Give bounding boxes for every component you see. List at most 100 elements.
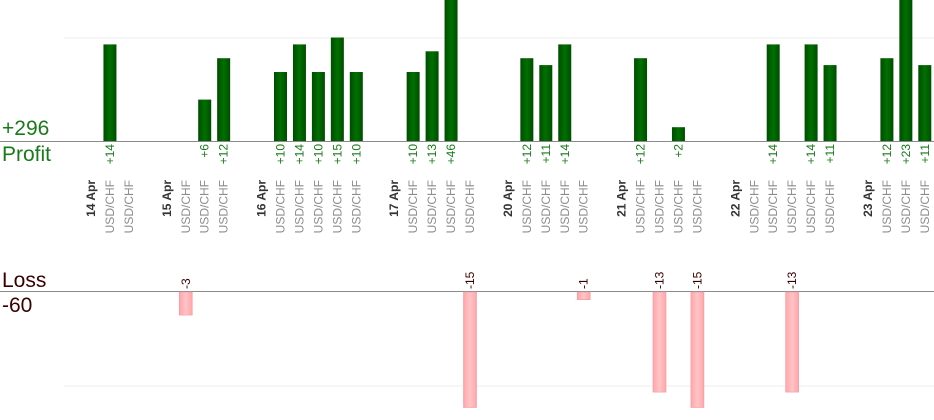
profit-value-label: +15	[330, 144, 344, 165]
pair-label: USD/CHF	[634, 180, 648, 233]
profit-value-label: +11	[823, 144, 837, 164]
date-label: 15 Apr	[160, 180, 174, 217]
date-label: 21 Apr	[615, 180, 629, 217]
pair-label: USD/CHF	[311, 180, 325, 233]
profit-bar	[880, 58, 894, 142]
pair-label: USD/CHF	[577, 180, 591, 233]
profit-bar	[899, 0, 913, 141]
pair-label: USD/CHF	[653, 180, 667, 233]
pair-label: USD/CHF	[292, 180, 306, 233]
profit-bar	[671, 127, 685, 141]
profit-total: +296	[2, 117, 50, 140]
profit-bar	[425, 51, 439, 141]
profit-bar	[634, 58, 648, 142]
loss-value-label: -13	[653, 271, 667, 289]
profit-value-label: +2	[671, 144, 685, 158]
profit-bar	[330, 37, 344, 141]
profit-bar	[444, 0, 458, 141]
profit-value-label: +10	[349, 144, 363, 165]
loss-label: Loss	[2, 269, 47, 292]
pair-label: USD/CHF	[520, 180, 534, 233]
profit-bar	[406, 72, 420, 141]
pair-label: USD/CHF	[444, 180, 458, 233]
bar-layer	[103, 0, 932, 408]
date-label: 20 Apr	[501, 180, 515, 217]
pair-label: USD/CHF	[425, 180, 439, 233]
profit-bar	[823, 65, 837, 141]
profit-value-label: +12	[880, 144, 894, 165]
pair-label: USD/CHF	[785, 180, 799, 233]
pair-label: USD/CHF	[349, 180, 363, 233]
profit-bar	[918, 65, 932, 141]
profit-value-label: +23	[899, 144, 913, 165]
pair-label: USD/CHF	[804, 180, 818, 233]
loss-bar	[652, 291, 667, 393]
profit-value-label: +12	[217, 144, 231, 165]
profit-value-label: +10	[311, 144, 325, 165]
pair-label: USD/CHF	[766, 180, 780, 233]
profit-value-label: +12	[520, 144, 534, 165]
loss-value-label: -13	[785, 271, 799, 289]
pair-label: USD/CHF	[880, 180, 894, 233]
pair-label: USD/CHF	[899, 180, 913, 233]
profit-bar	[103, 44, 117, 141]
loss-value-label: -1	[577, 278, 591, 289]
profit-bar	[558, 44, 572, 141]
pair-label: USD/CHF	[274, 180, 288, 233]
pair-label: USD/CHF	[823, 180, 837, 233]
profit-value-label: +11	[539, 144, 553, 164]
date-label: 14 Apr	[84, 180, 98, 217]
pair-label: USD/CHF	[671, 180, 685, 233]
pair-label: USD/CHF	[330, 180, 344, 233]
date-label: 23 Apr	[861, 180, 875, 217]
profit-value-label: +10	[406, 144, 420, 165]
pair-label: USD/CHF	[558, 180, 572, 233]
profit-value-label: +14	[804, 144, 818, 165]
profit-label: Profit	[2, 143, 52, 166]
loss-bar	[463, 291, 477, 408]
profit-value-label: +14	[558, 144, 572, 165]
pair-label: USD/CHF	[198, 180, 212, 233]
pair-label: USD/CHF	[217, 180, 231, 233]
loss-bar	[576, 291, 591, 300]
profit-value-label: +11	[918, 144, 932, 164]
profit-bar	[198, 99, 212, 141]
pair-label: USD/CHF	[690, 180, 704, 233]
profit-bar	[804, 44, 818, 141]
label-layer: 14 Apr USD/CHF +14 USD/CHF 15 Apr USD/CHF -3 US…	[84, 144, 932, 289]
profit-bar	[539, 65, 553, 141]
date-label: 17 Apr	[387, 180, 401, 217]
profit-bar	[274, 72, 287, 141]
profit-bar	[311, 72, 325, 141]
date-label: 22 Apr	[728, 180, 742, 217]
date-label: 16 Apr	[255, 180, 269, 217]
loss-total: -60	[2, 294, 33, 317]
loss-bar	[785, 291, 799, 393]
profit-bar	[217, 58, 231, 142]
loss-bar	[178, 291, 193, 316]
profit-bar	[766, 44, 780, 141]
pair-label: USD/CHF	[918, 180, 932, 233]
profit-value-label: +12	[634, 144, 648, 165]
profit-value-label: +14	[292, 144, 306, 165]
profit-bar	[349, 72, 363, 141]
profit-value-label: +14	[766, 144, 780, 165]
profit-bar	[292, 44, 306, 141]
pair-label: USD/CHF	[463, 180, 477, 233]
profit-value-label: +10	[274, 144, 288, 165]
pair-label: USD/CHF	[406, 180, 420, 233]
profit-value-label: +6	[198, 144, 212, 158]
pair-label: USD/CHF	[747, 180, 761, 233]
profit-value-label: +46	[444, 144, 458, 165]
profit-bar	[520, 58, 534, 142]
pair-label: USD/CHF	[179, 180, 193, 233]
pair-label: USD/CHF	[122, 180, 136, 233]
loss-value-label: -3	[179, 278, 193, 289]
profit-value-label: +13	[425, 144, 439, 165]
profit-value-label: +14	[103, 144, 117, 165]
loss-value-label: -15	[690, 271, 704, 289]
loss-value-label: -15	[463, 271, 477, 289]
pair-label: USD/CHF	[103, 180, 117, 233]
loss-bar	[690, 291, 705, 408]
